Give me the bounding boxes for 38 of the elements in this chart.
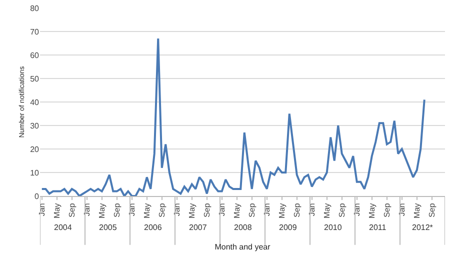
x-tick-label: Sep — [247, 202, 256, 218]
text: 2011 — [369, 223, 387, 232]
text: 2005 — [99, 223, 118, 232]
x-tick-label: May — [232, 203, 242, 218]
x-tick-label: May — [97, 203, 106, 218]
text: 2008 — [234, 223, 252, 232]
text: 2006 — [144, 223, 162, 232]
y-tick-label: 50 — [30, 74, 40, 84]
text: 2010 — [324, 223, 342, 232]
x-tick-label: May — [142, 203, 152, 218]
y-tick-label: 70 — [30, 27, 40, 36]
text: 2012* — [412, 223, 433, 232]
x-axis-title: Month and year — [214, 242, 271, 252]
x-tick-label: Sep — [157, 202, 166, 218]
x-tick-label: Sep — [382, 202, 392, 218]
x-tick-label: May — [187, 203, 196, 218]
y-tick-label: 20 — [30, 144, 40, 154]
y-tick-label: 10 — [30, 168, 40, 178]
x-tick-label: May — [322, 203, 332, 218]
y-tick-label: 30 — [30, 121, 40, 130]
x-tick-label: Sep — [67, 202, 76, 218]
x-tick-label: Sep — [202, 202, 212, 218]
line-series — [40, 38, 426, 196]
text: 2009 — [279, 223, 298, 232]
y-tick-label: 80 — [30, 4, 40, 13]
y-tick-label: 60 — [30, 50, 40, 60]
x-tick-label: May — [52, 203, 62, 218]
x-tick-label: Sep — [292, 202, 302, 218]
x-tick-label: Sep — [112, 202, 122, 218]
x-tick-label: May — [367, 203, 376, 218]
text: 2004 — [54, 223, 72, 232]
x-tick-label: May — [277, 203, 286, 218]
x-tick-label: May — [412, 203, 422, 218]
y-tick-label: 40 — [30, 98, 40, 107]
x-tick-label: Sep — [337, 202, 346, 218]
y-tick-label: 0 — [34, 192, 40, 201]
text: 2007 — [189, 223, 208, 232]
x-tick-label: Sep — [427, 202, 436, 218]
